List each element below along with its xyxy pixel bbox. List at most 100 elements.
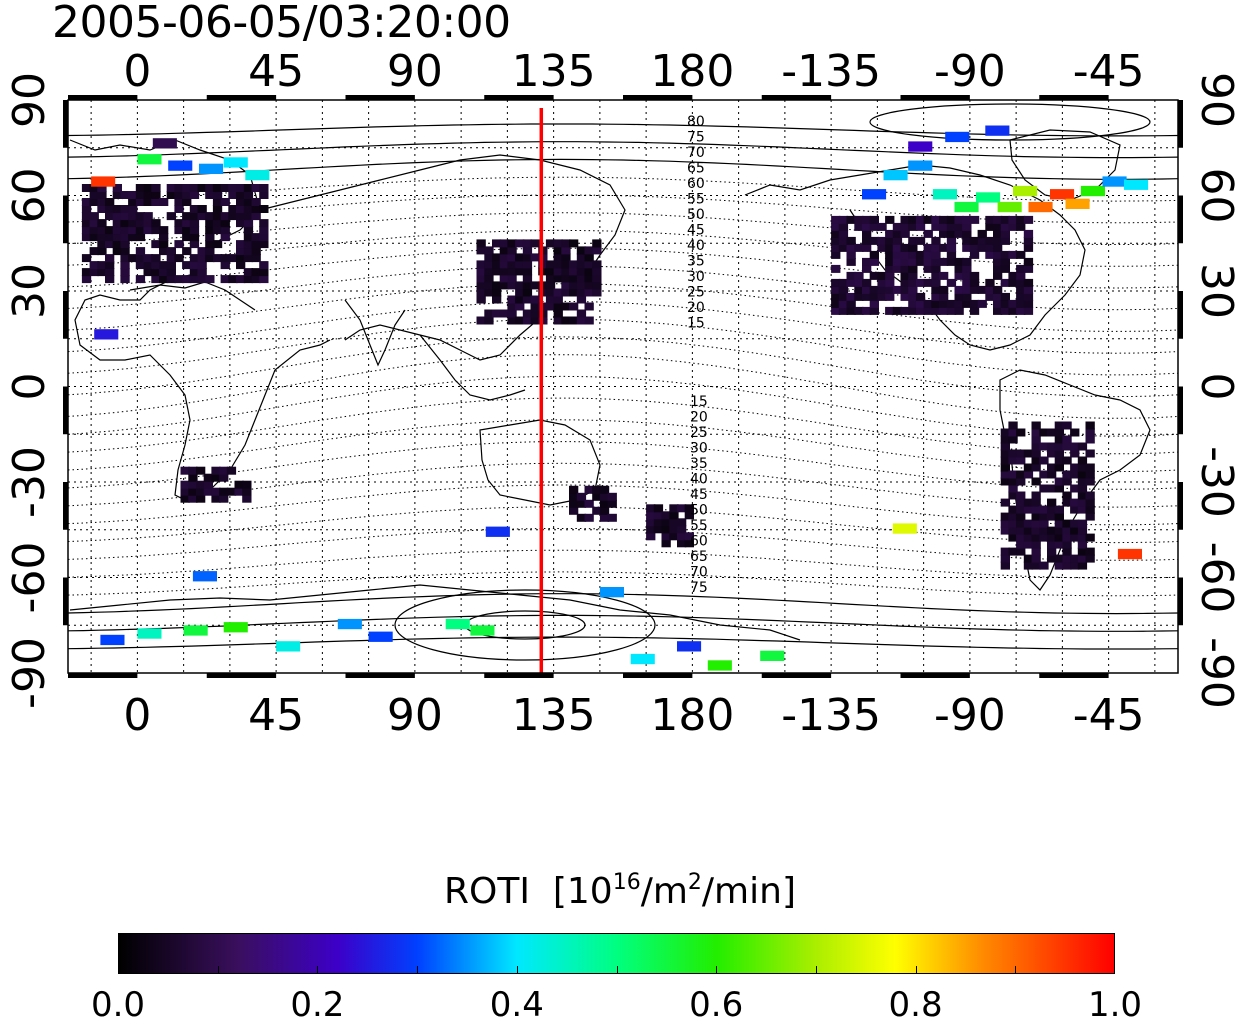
roti-cell	[653, 511, 664, 520]
mlat-label-south: 55	[690, 518, 708, 534]
roti-cell	[677, 532, 687, 541]
roti-cell	[499, 253, 509, 262]
roti-cell	[196, 466, 206, 475]
roti-cell	[592, 239, 602, 248]
roti-cell	[476, 267, 486, 276]
roti-cell	[105, 212, 115, 221]
roti-cell	[1054, 505, 1064, 514]
roti-cell	[236, 184, 246, 192]
roti-cell	[1008, 435, 1018, 444]
roti-cell	[946, 222, 957, 231]
roti-cell	[969, 278, 980, 287]
roti-cell	[854, 222, 864, 231]
magnetic-latitude-labels: 8075706560555045403530252015152025303540…	[687, 114, 708, 596]
roti-world-map: 8075706560555045403530252015152025303540…	[4, 46, 1240, 741]
roti-cell	[962, 264, 972, 273]
roti-cell	[105, 268, 115, 277]
colorbar-unit-exponent-2: 2	[687, 870, 702, 895]
roti-cell	[476, 239, 486, 248]
colorbar-tick-label: 0.4	[489, 985, 544, 1025]
y-tick-label-right: 60	[1191, 168, 1240, 224]
mlat-label-south: 75	[690, 580, 708, 596]
roti-cell	[159, 261, 169, 270]
roti-cell	[1062, 456, 1072, 465]
roti-cell	[1008, 491, 1018, 500]
roti-point	[908, 141, 933, 152]
roti-cell	[97, 198, 107, 206]
roti-cell	[946, 250, 957, 259]
roti-cell	[89, 219, 99, 228]
roti-cell	[854, 292, 864, 301]
roti-cell	[931, 215, 941, 224]
roti-cell	[515, 239, 525, 248]
roti-cell	[243, 233, 254, 242]
roti-cell	[1000, 306, 1010, 315]
roti-cell	[862, 229, 872, 238]
mlat-label-south: 65	[690, 549, 708, 565]
roti-cell	[1054, 533, 1064, 542]
colorbar-unit-suffix: /min]	[701, 871, 796, 912]
roti-cell	[219, 494, 229, 503]
roti-cell	[1031, 435, 1041, 444]
roti-cell	[1016, 299, 1026, 308]
roti-cell	[885, 229, 895, 238]
roti-cell	[969, 215, 980, 224]
roti-cell	[1008, 428, 1018, 437]
roti-cell	[985, 285, 995, 294]
roti-cell	[954, 257, 964, 266]
mlat-label-north: 45	[687, 223, 705, 239]
roti-cell	[862, 285, 872, 294]
roti-cell	[1085, 533, 1095, 542]
mlat-label-north: 55	[687, 192, 705, 208]
roti-cell	[166, 261, 176, 270]
roti-cell	[484, 309, 494, 318]
roti-cell	[151, 198, 161, 206]
roti-point	[707, 660, 732, 671]
roti-cell	[484, 253, 494, 262]
roti-cell	[166, 247, 176, 256]
roti-cell	[993, 236, 1003, 245]
roti-cell	[197, 184, 207, 192]
roti-cell	[499, 267, 509, 276]
roti-cell	[946, 215, 957, 224]
roti-cell	[205, 191, 215, 199]
roti-cell	[954, 222, 964, 231]
roti-cell	[1016, 278, 1026, 287]
roti-cell	[259, 205, 269, 213]
roti-cell	[939, 215, 949, 224]
roti-cell	[862, 215, 872, 224]
roti-cell	[259, 219, 269, 228]
roti-cell	[151, 261, 161, 270]
roti-cell	[831, 243, 841, 252]
roti-cell	[1031, 421, 1041, 430]
roti-cell	[97, 240, 107, 249]
roti-cell	[143, 261, 153, 270]
x-tick-label-bottom: 135	[512, 690, 596, 741]
roti-cell	[854, 306, 864, 315]
roti-cell	[1000, 449, 1010, 458]
roti-cell	[592, 492, 602, 501]
roti-cell	[1000, 456, 1010, 465]
roti-cell	[1070, 519, 1080, 528]
colorbar-title: ROTI [1016/m2/min]	[0, 872, 1240, 912]
magnetic-contour	[68, 336, 1178, 398]
roti-cell	[900, 285, 910, 294]
roti-cell	[1031, 512, 1041, 521]
roti-cell	[507, 281, 517, 290]
roti-point	[677, 641, 702, 652]
roti-cell	[908, 236, 918, 245]
roti-cell	[831, 264, 841, 273]
roti-cell	[112, 212, 122, 221]
y-tick-label-left: 90	[4, 72, 55, 128]
roti-cell	[530, 239, 540, 248]
roti-cell	[1039, 428, 1049, 437]
roti-cell	[81, 268, 92, 277]
roti-cell	[492, 288, 502, 297]
roti-cell	[584, 260, 594, 269]
roti-cell	[476, 246, 486, 255]
roti-cell	[854, 271, 864, 280]
roti-cell	[962, 215, 972, 224]
roti-cell	[1054, 484, 1064, 493]
roti-cell	[515, 281, 525, 290]
roti-cell	[846, 306, 856, 315]
